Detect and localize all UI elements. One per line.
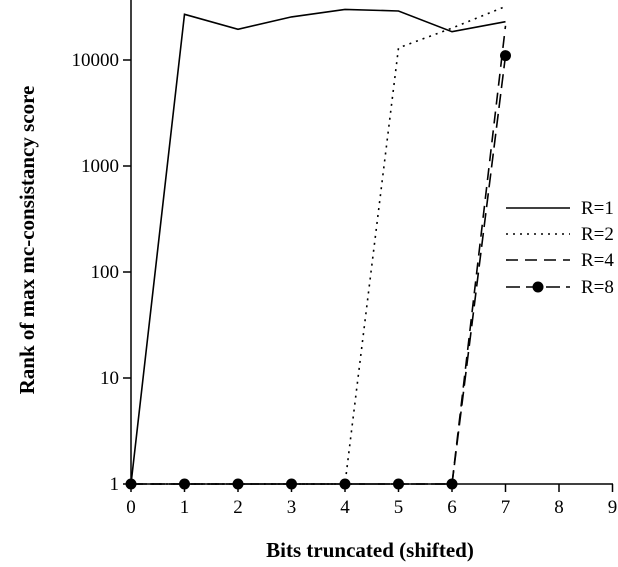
data-point-marker — [179, 478, 190, 490]
legend-label: R=2 — [581, 224, 614, 245]
y-tick-label: 10000 — [72, 50, 120, 71]
x-tick-label: 4 — [340, 497, 350, 518]
legend-label: R=4 — [581, 250, 614, 271]
data-point-marker — [339, 478, 351, 490]
legend-label: R=8 — [581, 277, 614, 298]
y-tick-label: 100 — [91, 262, 120, 283]
x-tick-label: 7 — [501, 497, 511, 518]
data-point-marker — [232, 478, 244, 490]
data-point-marker — [125, 478, 137, 490]
x-tick-label: 5 — [394, 497, 404, 518]
y-ticks: 1 10 100 1000 10000 — [72, 50, 131, 495]
y-tick-label: 1000 — [81, 156, 119, 177]
legend-marker — [532, 281, 544, 293]
series-line-r2 — [131, 5, 506, 485]
x-tick-label: 1 — [180, 497, 190, 518]
y-tick-label: 10 — [100, 368, 119, 389]
legend: R=1 R=2 R=4 R=8 — [506, 198, 614, 298]
x-tick-label: 6 — [447, 497, 457, 518]
data-point-marker — [393, 478, 404, 490]
x-tick-label: 3 — [287, 497, 297, 518]
series-line-r8 — [131, 55, 507, 485]
data-point-marker — [500, 50, 511, 62]
y-axis-title: Rank of max mc-consistancy score — [15, 86, 39, 395]
x-tick-label: 9 — [608, 497, 618, 518]
x-axis-title: Bits truncated (shifted) — [266, 538, 474, 562]
series-line-r4 — [131, 25, 507, 485]
data-point-marker — [286, 478, 297, 490]
legend-label: R=1 — [581, 198, 614, 219]
y-tick-label: 1 — [110, 474, 120, 495]
series-layer — [125, 5, 511, 490]
data-point-marker — [446, 478, 458, 490]
x-tick-label: 0 — [126, 497, 136, 518]
x-tick-label: 2 — [233, 497, 243, 518]
x-ticks: 0 1 2 3 4 5 6 7 8 9 — [126, 484, 617, 518]
series-line-r1 — [130, 8, 506, 485]
x-tick-label: 8 — [554, 497, 564, 518]
